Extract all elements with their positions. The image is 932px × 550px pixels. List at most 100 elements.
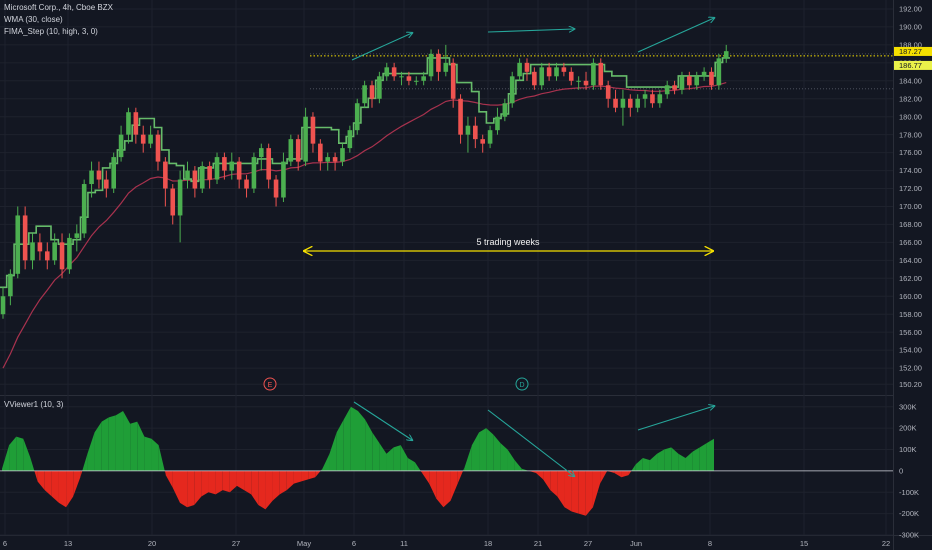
vviewer-segment: [420, 470, 423, 473]
candle-body: [443, 62, 449, 72]
vviewer-segment: [500, 443, 508, 471]
candle: [413, 76, 419, 86]
vviewer-segment: [528, 470, 536, 473]
vviewer-segment: [44, 470, 52, 497]
vviewer-segment: [222, 470, 230, 493]
vviewer-segment: [130, 421, 138, 471]
vviewer-segment: [37, 470, 45, 491]
vviewer-segment: [137, 421, 145, 471]
vviewer-segment: [51, 470, 59, 503]
vviewer-segment: [514, 460, 522, 471]
vviewer-segment: [628, 470, 632, 476]
vviewer-segment: [80, 470, 83, 478]
candle-body: [222, 157, 227, 171]
candle: [133, 107, 139, 144]
candle: [694, 71, 700, 90]
candle-body: [104, 179, 109, 189]
legend-fima[interactable]: FIMA_Step (10, high, 3, 0): [4, 27, 98, 36]
vviewer-segment: [607, 470, 615, 473]
y-tick-label: 158.00: [899, 310, 922, 319]
candle: [723, 44, 729, 63]
candle: [687, 71, 692, 90]
vviewer-segment: [685, 451, 693, 471]
candle-body: [96, 170, 102, 180]
candle: [650, 89, 655, 108]
vviewer-segment: [58, 470, 67, 508]
candle: [576, 76, 581, 90]
candle-body: [214, 157, 220, 180]
vviewer-segment: [664, 447, 672, 471]
candle: [192, 166, 198, 198]
candle-body: [554, 67, 559, 77]
ind-y-tick-label: 0: [899, 466, 903, 475]
candle: [288, 134, 294, 167]
candle-body: [163, 161, 168, 189]
candle: [532, 67, 537, 90]
vviewer-segment: [215, 470, 223, 495]
event-marker-letter: D: [519, 382, 524, 389]
candle: [613, 89, 618, 113]
vviewer-segment: [201, 470, 209, 497]
candle: [399, 71, 404, 86]
candle: [384, 62, 390, 81]
y-tick-label: 154.00: [899, 346, 922, 355]
x-tick-label: 15: [800, 539, 808, 548]
candle: [281, 152, 286, 202]
candle-body: [325, 157, 331, 162]
candle-body: [458, 98, 463, 135]
vviewer-segment: [101, 417, 109, 471]
candle: [568, 67, 574, 86]
candle-body: [44, 251, 50, 261]
candle-body: [15, 215, 21, 274]
candle-body: [185, 170, 190, 180]
candle: [480, 134, 485, 153]
candle: [44, 242, 50, 270]
legend-symbol[interactable]: Microsoft Corp., 4h, Cboe BZX: [4, 3, 113, 12]
vviewer-segment: [82, 453, 88, 471]
vviewer-segment: [272, 470, 280, 501]
candle-body: [244, 179, 249, 189]
last-price-badge: 187.27: [894, 46, 932, 56]
vviewer-segment: [699, 443, 707, 471]
candle-body: [487, 130, 493, 144]
vviewer-segment: [635, 458, 643, 471]
candle: [554, 62, 559, 81]
candle-body: [199, 166, 205, 189]
y-tick-label: 178.00: [899, 130, 922, 139]
candle-body: [37, 242, 43, 252]
annotations[interactable]: 5 trading weeks E D: [263, 18, 714, 476]
y-tick-label: 182.00: [899, 94, 922, 103]
legend-wma[interactable]: WMA (30, close): [4, 15, 63, 24]
candle-body: [332, 157, 338, 162]
vviewer-segment: [614, 470, 622, 478]
candle-body: [399, 76, 404, 78]
fima-price-badge-text: 186.77: [899, 61, 922, 70]
ind-y-tick-label: -200K: [899, 509, 919, 518]
candle-body: [428, 53, 434, 77]
candle-body: [310, 116, 316, 144]
candle-body: [251, 157, 257, 189]
x-tick-label: Jun: [630, 539, 642, 548]
legend-vviewer[interactable]: VViewer1 (10, 3): [4, 400, 64, 409]
candle-body: [598, 62, 604, 86]
vviewer-segment: [229, 470, 237, 493]
candle: [354, 98, 360, 135]
vviewer-segment: [543, 470, 551, 491]
candle: [0, 287, 6, 319]
trend-arrow: [637, 18, 714, 53]
candle: [561, 62, 567, 77]
price-pane[interactable]: [0, 44, 893, 369]
candle: [163, 157, 168, 207]
y-tick-label: 180.00: [899, 112, 922, 121]
candle: [30, 233, 35, 270]
candle: [642, 89, 648, 108]
candle: [104, 170, 109, 198]
vviewer-segment: [87, 432, 95, 471]
indicator-pane[interactable]: [0, 406, 893, 516]
candle-body: [613, 98, 618, 108]
y-tick-label: 184.00: [899, 76, 922, 85]
candle-body: [347, 130, 353, 149]
candle-body: [406, 76, 412, 81]
vviewer-segment: [322, 453, 330, 471]
